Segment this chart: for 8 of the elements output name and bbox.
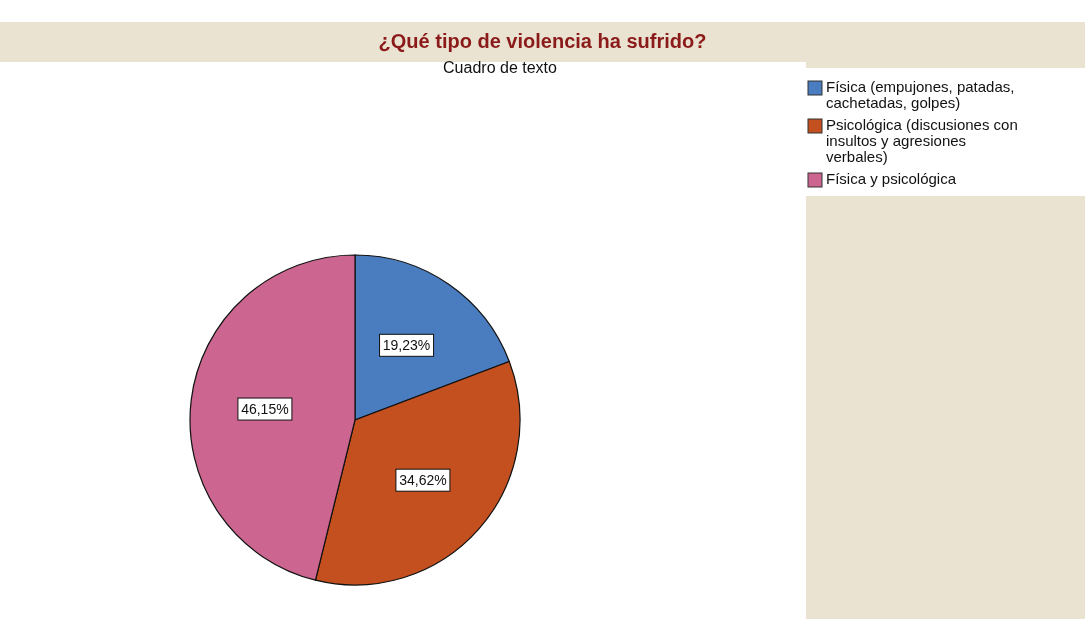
data-label: 34,62%: [399, 472, 447, 489]
chart-subtitle: Cuadro de texto: [443, 59, 558, 76]
chart-title: ¿Qué tipo de violencia ha sufrido?: [378, 30, 707, 52]
data-label: 46,15%: [241, 401, 289, 418]
legend-label: Física y psicológica: [826, 170, 957, 187]
legend-label: Física (empujones, patadas, cachetadas, golpes): [826, 78, 1015, 111]
legend-label: Psicológica (discusiones con insultos y agresiones verbales): [826, 116, 1018, 165]
data-label: 19,23%: [382, 337, 431, 354]
